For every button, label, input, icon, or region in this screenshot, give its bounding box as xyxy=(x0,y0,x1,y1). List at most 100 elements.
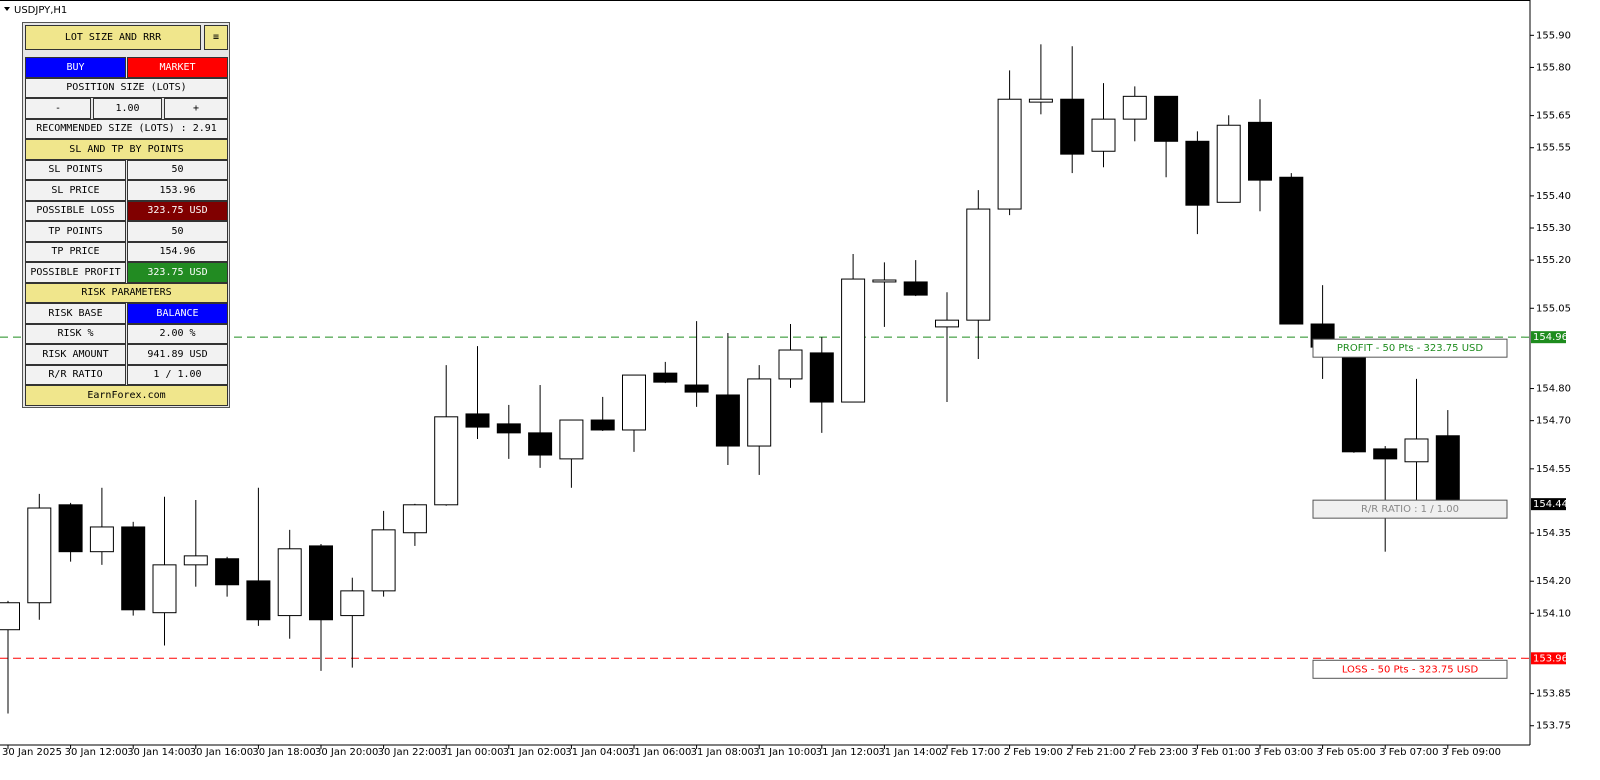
x-tick-label: 30 Jan 12:00 xyxy=(65,747,128,758)
panel-cell[interactable]: 1.00 xyxy=(93,98,162,119)
panel-cell[interactable]: 1 / 1.00 xyxy=(127,364,228,385)
panel-cell: RISK AMOUNT xyxy=(25,344,126,365)
candle-body xyxy=(966,208,991,321)
candle-body xyxy=(715,394,740,447)
x-tick-label: 31 Jan 06:00 xyxy=(628,747,691,758)
candle-body xyxy=(622,374,646,431)
y-tick-label: 155.55 xyxy=(1536,143,1571,154)
x-tick-label: 31 Jan 12:00 xyxy=(816,747,879,758)
trade-panel: LOT SIZE AND RRR ≡ BUY MARKET POSITION SIZE … xyxy=(22,22,230,408)
panel-cell: TP POINTS xyxy=(25,221,126,242)
panel-cell[interactable]: BALANCE xyxy=(127,303,228,324)
candle-body xyxy=(340,590,365,617)
menu-arrow[interactable] xyxy=(4,7,10,11)
candle-body xyxy=(402,504,427,534)
x-tick-label: 2 Feb 19:00 xyxy=(1004,747,1063,758)
candle-body xyxy=(309,545,333,621)
candle-body xyxy=(246,580,271,621)
x-tick-label: 3 Feb 01:00 xyxy=(1191,747,1250,758)
candle-body xyxy=(0,602,20,631)
panel-cell[interactable]: 323.75 USD xyxy=(127,262,228,283)
candle-body xyxy=(997,98,1022,210)
x-tick-label: 2 Feb 17:00 xyxy=(941,747,1000,758)
y-tick-label: 153.85 xyxy=(1536,689,1571,700)
candle-body xyxy=(559,419,584,460)
candle-body xyxy=(465,413,490,428)
y-tick-label: 154.70 xyxy=(1536,416,1571,427)
candle-body xyxy=(684,384,709,393)
panel-cell[interactable]: 154.96 xyxy=(127,241,228,262)
x-tick-label: 31 Jan 14:00 xyxy=(878,747,941,758)
y-tick-label: 155.20 xyxy=(1536,255,1571,266)
x-tick-label: 3 Feb 07:00 xyxy=(1379,747,1438,758)
x-tick-label: 2 Feb 21:00 xyxy=(1066,747,1125,758)
panel-cell: SL PRICE xyxy=(25,180,126,201)
x-tick-label: 30 Jan 20:00 xyxy=(315,747,378,758)
candle-body xyxy=(590,419,615,431)
candle-body xyxy=(935,319,959,328)
candle-body xyxy=(434,416,459,506)
candle-body xyxy=(277,548,302,617)
x-tick-label: 3 Feb 05:00 xyxy=(1317,747,1376,758)
candle-body xyxy=(89,526,114,553)
candle-body xyxy=(1185,140,1210,206)
panel-cell[interactable]: LOT SIZE AND RRR xyxy=(25,25,201,50)
y-tick-label: 155.65 xyxy=(1536,111,1571,122)
panel-cell: RISK PARAMETERS xyxy=(25,282,228,303)
panel-cell[interactable]: 153.96 xyxy=(127,180,228,201)
candle-body xyxy=(809,352,834,403)
candle-body xyxy=(121,526,146,611)
y-tick-label: 153.75 xyxy=(1536,721,1571,732)
x-tick-label: 2 Feb 23:00 xyxy=(1129,747,1188,758)
y-tick-label: 154.10 xyxy=(1536,608,1571,619)
panel-cell[interactable]: 50 xyxy=(127,159,228,180)
x-tick-label: 30 Jan 22:00 xyxy=(378,747,441,758)
panel-cell: TP PRICE xyxy=(25,241,126,262)
candle-body xyxy=(215,558,240,586)
panel-cell[interactable]: BUY xyxy=(25,57,126,78)
x-tick-label: 30 Jan 16:00 xyxy=(190,747,253,758)
price-label-box xyxy=(1312,659,1508,679)
candle-body xyxy=(27,507,52,604)
candle-body xyxy=(653,372,678,383)
candle-body xyxy=(1060,98,1085,155)
current-price-box xyxy=(1531,498,1566,511)
candle-body xyxy=(1279,176,1304,325)
candle-body xyxy=(1154,95,1179,142)
price-label-box xyxy=(1312,338,1508,358)
candle-body xyxy=(183,555,208,566)
candle-body xyxy=(747,378,772,447)
y-tick-label: 154.35 xyxy=(1536,528,1571,539)
candle-body xyxy=(528,432,553,456)
candle-body xyxy=(152,564,177,614)
candle-body xyxy=(872,279,897,283)
panel-cell: RECOMMENDED SIZE (LOTS) : 2.91 xyxy=(25,118,228,139)
current-price-label: 154.44 xyxy=(1533,499,1568,510)
panel-cell: POSITION SIZE (LOTS) xyxy=(25,77,228,98)
price-label: LOSS - 50 Pts - 323.75 USD xyxy=(1342,664,1479,675)
panel-cell[interactable]: 941.89 USD xyxy=(127,344,228,365)
y-tick-label: 154.55 xyxy=(1536,464,1571,475)
candle-body xyxy=(371,529,396,592)
panel-cell[interactable]: 50 xyxy=(127,221,228,242)
candle-body xyxy=(1091,118,1116,152)
axis-price-label: 153.96 xyxy=(1533,653,1568,664)
x-tick-label: 3 Feb 09:00 xyxy=(1442,747,1501,758)
x-tick-label: 3 Feb 03:00 xyxy=(1254,747,1313,758)
candle-body xyxy=(1373,448,1398,460)
panel-cell[interactable]: 323.75 USD xyxy=(127,200,228,221)
y-tick-label: 154.20 xyxy=(1536,576,1571,587)
candle-body xyxy=(496,423,521,434)
axis-price-box xyxy=(1531,652,1566,665)
panel-cell[interactable]: EarnForex.com xyxy=(25,385,228,406)
panel-cell[interactable]: + xyxy=(164,98,228,119)
panel-cell[interactable]: - xyxy=(25,98,91,119)
panel-cell[interactable]: ≡ xyxy=(204,25,228,50)
panel-cell: SL POINTS xyxy=(25,159,126,180)
panel-cell[interactable]: MARKET xyxy=(127,57,228,78)
y-tick-label: 155.40 xyxy=(1536,191,1571,202)
panel-cell[interactable]: 2.00 % xyxy=(127,323,228,344)
panel-cell: POSSIBLE LOSS xyxy=(25,200,126,221)
